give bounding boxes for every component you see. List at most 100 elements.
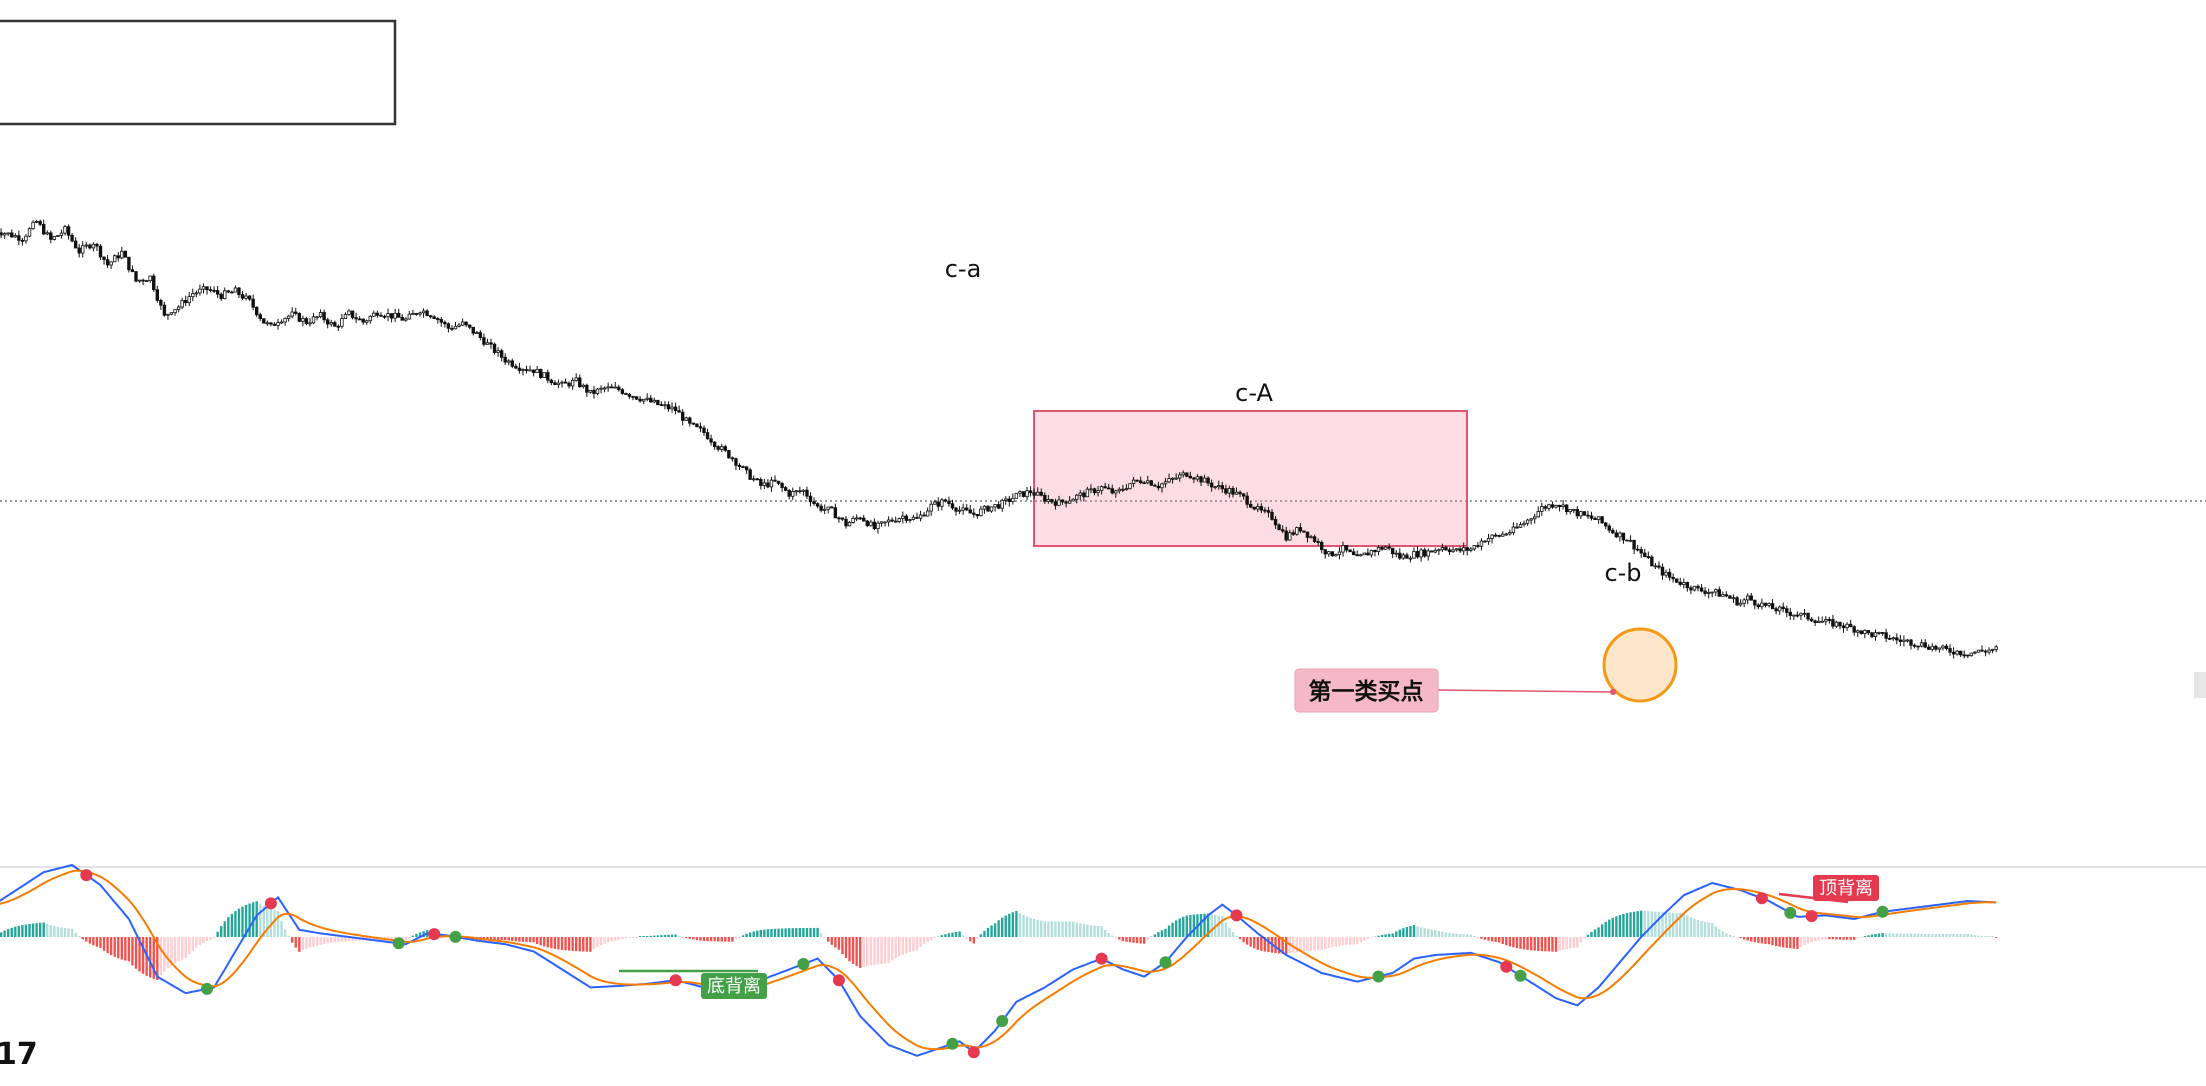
macd-histogram-bar (1522, 937, 1526, 950)
candle-body (1199, 476, 1203, 483)
macd-histogram-bar (1146, 937, 1149, 941)
macd-histogram-bar (1167, 925, 1171, 937)
macd-histogram-bar (255, 901, 258, 937)
macd-histogram-bar (1920, 933, 1923, 937)
candle-body (237, 287, 241, 296)
macd-histogram-bar (1909, 933, 1913, 937)
candle-body (109, 261, 113, 266)
macd-histogram-bar (1217, 915, 1220, 937)
candle-body (1220, 485, 1224, 490)
macd-histogram-bar (1277, 937, 1281, 954)
macd-histogram-bar (724, 937, 727, 942)
macd-histogram-bar (1206, 913, 1210, 937)
candle-body (1902, 639, 1906, 642)
macd-histogram-bar (1675, 912, 1678, 937)
candle-body (666, 404, 671, 410)
candle-body (1813, 620, 1817, 623)
candle-body (1625, 539, 1629, 542)
macd-histogram-bar (1860, 937, 1863, 938)
macd-histogram-bar (614, 937, 617, 941)
candle-body (521, 369, 525, 371)
macd-death-cross-dot (1805, 910, 1818, 923)
macd-histogram-bar (564, 937, 567, 951)
candle-body (0, 232, 3, 236)
macd-histogram-bar (212, 937, 216, 939)
candle-body (762, 482, 767, 486)
macd-histogram-bar (266, 907, 269, 937)
macd-histogram-bar (706, 937, 709, 942)
candle-body (457, 324, 461, 327)
candle-body (908, 519, 912, 521)
candle-body (52, 236, 57, 240)
candle-body (180, 299, 184, 308)
macd-histogram-bar (195, 937, 198, 948)
candle-body (1447, 549, 1452, 553)
macd-histogram-bar (1892, 933, 1895, 937)
macd-histogram-bar (720, 937, 723, 942)
candle-body (24, 235, 28, 242)
candle-body (709, 438, 713, 443)
candle-body (1170, 477, 1175, 480)
candle-body (400, 316, 404, 321)
macd-histogram-bar (1622, 913, 1625, 937)
macd-histogram-bar (1487, 937, 1490, 941)
candle-body (1547, 504, 1551, 509)
macd-histogram-bar (1586, 934, 1590, 937)
candle-body (1241, 493, 1246, 497)
macd-histogram-bar (248, 903, 251, 937)
macd-histogram-bar (1473, 936, 1476, 937)
candle-body (1011, 497, 1015, 503)
candle-body (567, 382, 571, 387)
candle-body (1110, 488, 1114, 494)
macd-histogram-bar (1821, 937, 1824, 940)
macd-histogram-bar (1370, 937, 1373, 938)
candle-body (1664, 571, 1668, 576)
macd-histogram-bar (301, 937, 305, 951)
candle-body (1202, 477, 1207, 483)
macd-histogram-bar (1899, 933, 1902, 937)
candle-body (1156, 485, 1161, 489)
candle-body (223, 290, 227, 299)
candle-body (1738, 602, 1743, 606)
macd-histogram-bar (1938, 933, 1941, 937)
macd-histogram-bar (1125, 937, 1128, 942)
candle-body (1983, 650, 1988, 653)
candle-body (304, 318, 309, 324)
macd-histogram-bar (10, 927, 13, 937)
candle-body (826, 506, 830, 510)
macd-histogram-bar (493, 937, 496, 941)
candle-body (66, 226, 71, 236)
macd-histogram-bar (216, 931, 219, 937)
candle-body (681, 411, 685, 421)
candle-body (1082, 492, 1086, 498)
macd-histogram-bar (1164, 928, 1167, 937)
macd-histogram-bar (919, 937, 922, 947)
macd-histogram-bar (1480, 937, 1483, 939)
candle-body (1763, 602, 1768, 606)
macd-histogram-bar (220, 926, 223, 937)
candle-body (336, 325, 341, 328)
candle-body (982, 505, 987, 510)
macd-histogram-bar (738, 937, 741, 938)
candle-body (631, 395, 635, 398)
candle-body (148, 275, 152, 281)
candle-body (1209, 482, 1214, 488)
macd-histogram-bar (504, 937, 507, 941)
macd-histogram-bar (1334, 937, 1338, 947)
candle-body (1355, 554, 1359, 557)
candle-body (649, 397, 653, 403)
macd-histogram-bar (1686, 915, 1689, 937)
macd-death-cross-dot (1755, 892, 1768, 905)
candle-body (1678, 581, 1682, 585)
candle-body (489, 342, 493, 345)
candle-body (1320, 541, 1324, 551)
macd-histogram-bar (802, 928, 805, 937)
macd-histogram-bar (3, 930, 6, 937)
candle-body (482, 337, 486, 345)
macd-histogram-bar (67, 928, 70, 937)
macd-histogram-bar (990, 925, 993, 937)
macd-histogram-bar (234, 910, 237, 937)
macd-histogram-bar (841, 937, 844, 955)
candle-body (1383, 546, 1388, 550)
candle-body (883, 521, 887, 524)
